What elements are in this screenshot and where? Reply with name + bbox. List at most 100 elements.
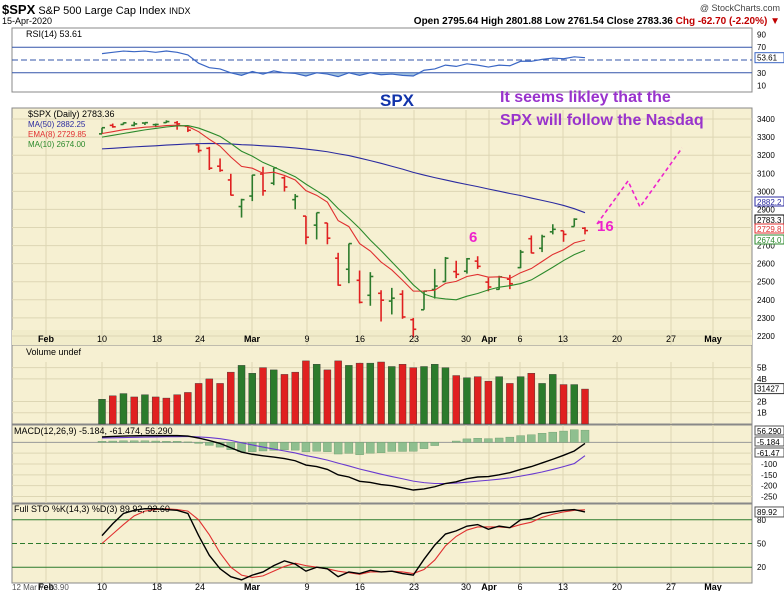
macd-histogram-bar xyxy=(516,435,525,443)
watermark: @ StockCharts.com xyxy=(699,3,780,13)
change-value: Chg -62.70 (-2.20%) ▼ xyxy=(675,16,780,27)
volume-bar xyxy=(495,376,503,425)
volume-bar xyxy=(237,365,246,425)
macd-histogram-bar xyxy=(419,442,429,449)
price-value-tag-text: 2783.3 xyxy=(757,216,782,225)
macd-histogram-bar xyxy=(559,430,568,443)
rsi-y-tick: 70 xyxy=(757,43,766,52)
macd-histogram-bar xyxy=(484,438,493,443)
volume-y-tick: 1B xyxy=(757,409,767,418)
ohlc-readout: Open 2795.64 High 2801.88 Low 2761.54 Cl… xyxy=(414,16,780,27)
macd-histogram-bar xyxy=(323,442,332,452)
macd-histogram-bar xyxy=(108,440,117,443)
macd-histogram-bar xyxy=(548,431,557,443)
macd-histogram-bar xyxy=(291,442,300,451)
macd-value-tag xyxy=(754,436,784,447)
macd-histogram-bar xyxy=(494,437,504,443)
volume-bar xyxy=(270,369,278,425)
price-y-tick: 3000 xyxy=(757,187,775,196)
volume-bar xyxy=(130,396,138,425)
volume-bar xyxy=(388,366,396,425)
price-value-tag-text: 2882.2 xyxy=(757,198,782,207)
macd-histogram-bar xyxy=(376,442,386,453)
x-tick-label-bottom: Apr xyxy=(481,582,497,591)
rsi-y-tick: 10 xyxy=(757,82,766,91)
x-tick-label-bottom: 6 xyxy=(517,582,522,591)
volume-bar xyxy=(441,367,450,425)
macd-histogram-bar xyxy=(205,442,214,446)
volume-bar xyxy=(409,367,417,425)
volume-bar xyxy=(259,367,267,425)
price-y-tick: 2500 xyxy=(757,278,775,287)
x-tick-label: May xyxy=(704,334,722,344)
chart-series xyxy=(97,50,590,581)
comment-line-2: SPX will follow the Nasdaq xyxy=(500,112,704,129)
rsi-y-tick: 30 xyxy=(757,69,766,78)
price-value-tag xyxy=(754,234,784,245)
macd-value-tag xyxy=(754,447,784,458)
price-y-tick: 2600 xyxy=(757,260,775,269)
date-band xyxy=(12,330,752,345)
volume-bar xyxy=(549,374,557,425)
macd-histogram-bar xyxy=(570,429,579,443)
macd-histogram-bar xyxy=(162,441,171,443)
volume-bar xyxy=(141,394,149,425)
macd-value-tag-text: -61.47 xyxy=(757,449,780,458)
x-tick-label: 16 xyxy=(355,334,365,344)
macd-histogram-bar xyxy=(387,442,396,452)
price-y-tick: 2900 xyxy=(757,205,775,214)
volume-y-tick: 4B xyxy=(757,375,767,384)
macd-histogram-bar xyxy=(301,442,311,453)
sto-value-tag xyxy=(754,506,784,518)
volume-bar xyxy=(98,399,106,425)
volume-bar xyxy=(227,371,235,425)
x-tick-label: 23 xyxy=(409,334,419,344)
price-value-tag-text: 2674.0 xyxy=(757,236,782,245)
sto-y-tick: 80 xyxy=(757,516,766,525)
macd-y-tick: -250 xyxy=(761,493,778,502)
x-tick-label: 6 xyxy=(517,334,522,344)
rsi-line xyxy=(101,50,586,78)
macd-histogram-bar xyxy=(140,440,150,443)
volume-bar xyxy=(216,383,224,425)
x-tick-label-bottom: 9 xyxy=(304,582,309,591)
macd-histogram-bar xyxy=(430,442,439,446)
macd-histogram-bar xyxy=(333,442,343,455)
ema8-legend: EMA(8) 2729.85 xyxy=(28,130,87,139)
symbol-name: S&P 500 Large Cap Index xyxy=(38,5,166,17)
sto-panel-label: Full STO %K(14,3) %D(3) 89.92, 92.60 xyxy=(14,504,170,514)
macd-panel-label: MACD(12,26,9) -5.184, -61.474, 56.290 xyxy=(14,426,173,436)
ohlc-values: Open 2795.64 High 2801.88 Low 2761.54 Cl… xyxy=(413,16,673,27)
volume-bar xyxy=(484,380,493,425)
price-panel-label: $SPX (Daily) 2783.36 xyxy=(28,109,115,119)
price-panel xyxy=(11,107,753,346)
macd-histogram-bar xyxy=(129,440,139,443)
macd-histogram-bar xyxy=(462,438,472,443)
price-y-tick: 3200 xyxy=(757,151,775,160)
volume-bar xyxy=(184,392,192,425)
volume-bar xyxy=(109,395,117,425)
marker-6: 6 xyxy=(469,229,477,246)
price-value-tag xyxy=(754,196,784,207)
chart-header: $SPX S&P 500 Large Cap Index INDX 15-Apr… xyxy=(0,0,784,28)
x-tick-label: 30 xyxy=(461,334,471,344)
volume-bar xyxy=(420,366,428,425)
marker-16: 16 xyxy=(597,218,614,235)
x-tick-label-bottom: 10 xyxy=(97,582,107,591)
volume-bar xyxy=(291,371,299,425)
volume-bar xyxy=(538,383,546,425)
ma10-legend: MA(10) 2674.00 xyxy=(28,140,86,149)
macd-histogram-bar xyxy=(194,442,203,444)
x-tick-label-bottom: 20 xyxy=(612,582,622,591)
macd-histogram-bar xyxy=(527,434,536,443)
price-y-tick: 3400 xyxy=(757,115,775,124)
macd-histogram-bar xyxy=(248,442,257,452)
volume-y-tick: 2B xyxy=(757,397,767,406)
x-tick-label-bottom: 18 xyxy=(152,582,162,591)
rsi-value-tag xyxy=(754,52,784,64)
x-tick-label-bottom: 23 xyxy=(409,582,419,591)
volume-bar xyxy=(366,362,375,425)
x-tick-label: 9 xyxy=(304,334,309,344)
macd-line xyxy=(101,434,586,491)
macd-histogram-bar xyxy=(366,442,375,454)
